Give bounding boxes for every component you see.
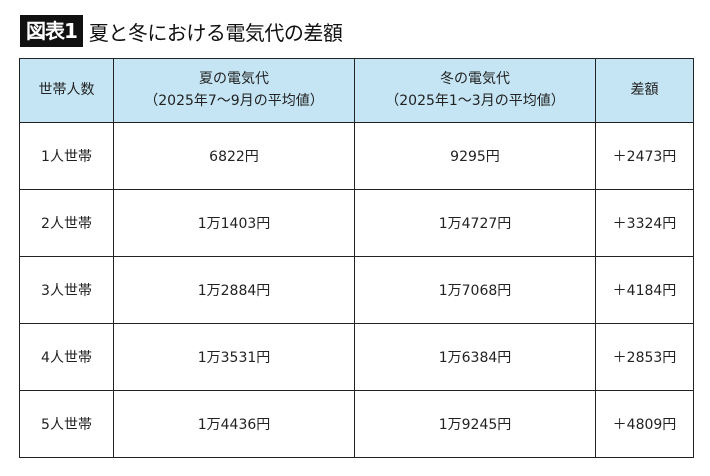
table-row: 1人世帯 6822円 9295円 ＋2473円 <box>19 122 694 190</box>
header-winter-cost: 冬の電気代 （2025年1～3月の平均値） <box>354 58 596 123</box>
winter-cost-cell: 1万7068円 <box>354 256 596 324</box>
summer-cost-cell: 1万1403円 <box>113 189 355 257</box>
header-label: 世帯人数 <box>38 81 95 98</box>
summer-cost-cell: 1万3531円 <box>113 323 355 391</box>
figure-title: 図表1 夏と冬における電気代の差額 <box>20 15 343 47</box>
header-summer-cost: 夏の電気代 （2025年7～9月の平均値） <box>113 58 355 123</box>
header-label: 夏の電気代 <box>199 70 269 87</box>
household-size-cell: 3人世帯 <box>19 256 114 324</box>
header-difference: 差額 <box>595 58 694 123</box>
household-size-cell: 2人世帯 <box>19 189 114 257</box>
electricity-cost-table: 世帯人数 夏の電気代 （2025年7～9月の平均値） 冬の電気代 （2025年1～3… <box>19 58 694 458</box>
header-label: 差額 <box>630 81 659 98</box>
difference-cell: ＋2853円 <box>595 323 694 391</box>
winter-cost-cell: 1万6384円 <box>354 323 596 391</box>
summer-cost-cell: 6822円 <box>113 122 355 190</box>
winter-cost-cell: 9295円 <box>354 122 596 190</box>
table-row: 4人世帯 1万3531円 1万6384円 ＋2853円 <box>19 323 694 391</box>
summer-cost-cell: 1万2884円 <box>113 256 355 324</box>
header-row: 世帯人数 夏の電気代 （2025年7～9月の平均値） 冬の電気代 （2025年1～3… <box>19 58 694 123</box>
difference-cell: ＋4809円 <box>595 390 694 458</box>
figure-title-text: 夏と冬における電気代の差額 <box>88 20 343 45</box>
difference-cell: ＋3324円 <box>595 189 694 257</box>
table-row: 2人世帯 1万1403円 1万4727円 ＋3324円 <box>19 189 694 257</box>
difference-cell: ＋2473円 <box>595 122 694 190</box>
household-size-cell: 5人世帯 <box>19 390 114 458</box>
household-size-cell: 4人世帯 <box>19 323 114 391</box>
header-sublabel: （2025年1～3月の平均値） <box>385 92 565 109</box>
header-household-size: 世帯人数 <box>19 58 114 123</box>
household-size-cell: 1人世帯 <box>19 122 114 190</box>
table-row: 3人世帯 1万2884円 1万7068円 ＋4184円 <box>19 256 694 324</box>
winter-cost-cell: 1万4727円 <box>354 189 596 257</box>
figure-badge: 図表1 <box>20 15 83 47</box>
difference-cell: ＋4184円 <box>595 256 694 324</box>
header-label: 冬の電気代 <box>440 70 510 87</box>
summer-cost-cell: 1万4436円 <box>113 390 355 458</box>
winter-cost-cell: 1万9245円 <box>354 390 596 458</box>
table-row: 5人世帯 1万4436円 1万9245円 ＋4809円 <box>19 390 694 458</box>
header-sublabel: （2025年7～9月の平均値） <box>144 92 324 109</box>
